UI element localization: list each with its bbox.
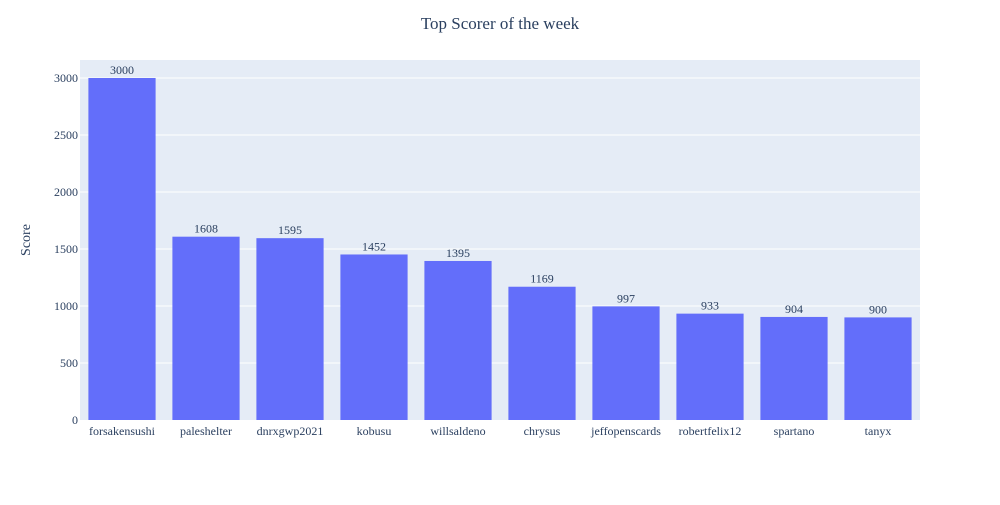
bar[interactable] [172,236,240,420]
y-tick-label: 1500 [54,242,78,256]
x-tick-label: paleshelter [180,424,232,438]
bar-value-label: 904 [785,302,803,316]
x-tick-label: spartano [774,424,815,438]
x-tick-label: jeffopenscards [590,424,661,438]
x-axis-ticks: forsakensushi paleshelter dnrxgwp2021 kobus… [89,424,891,438]
bar[interactable] [424,260,492,420]
bar-value-label: 900 [869,302,887,316]
bar-value-label: 1608 [194,222,218,236]
x-tick-label: kobusu [357,424,392,438]
x-tick-label: chrysus [524,424,561,438]
y-tick-label: 2000 [54,185,78,199]
chart-title: Top Scorer of the week [420,14,580,33]
bar[interactable] [340,254,408,420]
y-tick-label: 1000 [54,299,78,313]
bar[interactable] [760,316,828,420]
bar-value-label: 1169 [530,272,554,286]
bar-value-label: 1452 [362,239,386,253]
bar[interactable] [592,306,660,420]
y-tick-label: 500 [60,356,78,370]
x-tick-label: forsakensushi [89,424,156,438]
x-tick-label: robertfelix12 [679,424,742,438]
bar-value-label: 933 [701,299,719,313]
x-tick-label: dnrxgwp2021 [257,424,324,438]
bar-value-label: 997 [617,291,635,305]
x-tick-label: tanyx [865,424,892,438]
y-tick-label: 3000 [54,71,78,85]
bar-value-label: 1595 [278,223,302,237]
y-axis-ticks: 0 500 1000 1500 2000 2500 3000 [54,71,78,427]
bar[interactable] [88,78,156,420]
bar[interactable] [508,286,576,420]
y-tick-label: 2500 [54,128,78,142]
bar-value-label: 3000 [110,63,134,77]
bar[interactable] [676,313,744,420]
bar-value-label: 1395 [446,246,470,260]
bars: 3000 1608 1595 1452 1395 1169 997 933 904 900 [88,63,912,420]
y-tick-label: 0 [72,413,78,427]
bar[interactable] [256,238,324,420]
y-axis-title: Score [19,224,34,256]
x-tick-label: willsaldeno [430,424,485,438]
bar[interactable] [844,317,912,420]
